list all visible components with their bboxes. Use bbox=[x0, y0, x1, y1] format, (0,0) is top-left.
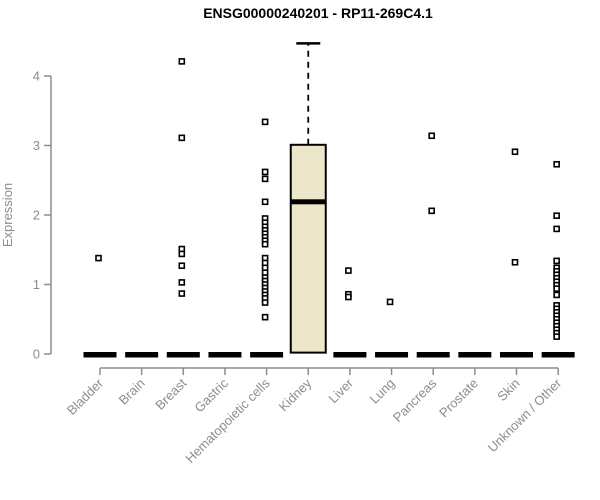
data-point bbox=[178, 262, 186, 270]
data-point bbox=[553, 225, 560, 233]
data-point bbox=[178, 290, 186, 297]
zero-median-bar bbox=[500, 352, 533, 358]
zero-median-bar bbox=[333, 352, 367, 358]
zero-median-bar bbox=[416, 352, 450, 358]
y-tick-label: 3 bbox=[33, 138, 40, 153]
data-point bbox=[553, 285, 560, 292]
chart-title: ENSG00000240201 - RP11-269C4.1 bbox=[203, 5, 433, 21]
data-point bbox=[178, 250, 186, 258]
x-category-label: Brain bbox=[116, 376, 148, 408]
data-point bbox=[261, 240, 269, 248]
data-point bbox=[95, 254, 102, 262]
x-category-label: Prostate bbox=[436, 376, 481, 421]
data-point bbox=[345, 267, 352, 274]
x-category-label: Pancreas bbox=[390, 375, 440, 425]
data-point bbox=[261, 175, 269, 183]
data-point bbox=[178, 134, 186, 142]
data-point bbox=[178, 279, 186, 286]
data-point bbox=[553, 291, 560, 299]
data-marks-group bbox=[83, 42, 575, 358]
data-point bbox=[386, 298, 394, 306]
data-point bbox=[261, 313, 269, 321]
x-category-label: Unknown / Other bbox=[485, 375, 565, 455]
zero-median-bar bbox=[83, 352, 117, 358]
zero-median-bar bbox=[375, 352, 409, 358]
data-point bbox=[553, 160, 560, 168]
data-point bbox=[345, 293, 352, 301]
x-category-label: Lung bbox=[367, 376, 398, 407]
x-category-label: Skin bbox=[494, 376, 522, 404]
x-category-label: Breast bbox=[152, 375, 189, 412]
y-tick-label: 1 bbox=[33, 277, 40, 292]
data-point bbox=[261, 198, 269, 206]
y-tick-label: 4 bbox=[33, 69, 40, 84]
zero-median-bar bbox=[125, 352, 159, 358]
data-point bbox=[428, 207, 436, 215]
zero-median-bar bbox=[166, 352, 200, 358]
data-point bbox=[511, 258, 519, 266]
data-point bbox=[261, 118, 269, 126]
y-axis-title: Expression bbox=[0, 183, 15, 247]
box bbox=[289, 143, 327, 354]
data-point bbox=[261, 168, 269, 176]
data-point bbox=[428, 132, 436, 140]
zero-median-bar bbox=[541, 352, 575, 358]
data-point bbox=[511, 148, 519, 156]
data-point bbox=[261, 299, 269, 306]
y-tick-label: 2 bbox=[33, 208, 40, 223]
x-category-label: Bladder bbox=[64, 375, 107, 418]
x-category-label: Liver bbox=[325, 375, 356, 406]
zero-median-bar bbox=[250, 352, 284, 358]
zero-median-bar bbox=[458, 352, 492, 358]
zero-median-bar bbox=[208, 352, 242, 358]
x-category-label: Kidney bbox=[276, 375, 315, 414]
data-point bbox=[553, 212, 560, 219]
data-point bbox=[553, 333, 560, 340]
data-point bbox=[553, 257, 560, 265]
y-tick-label: 0 bbox=[33, 347, 40, 362]
median-line bbox=[290, 199, 326, 205]
x-category-label: Gastric bbox=[191, 375, 231, 415]
data-point bbox=[178, 58, 186, 65]
